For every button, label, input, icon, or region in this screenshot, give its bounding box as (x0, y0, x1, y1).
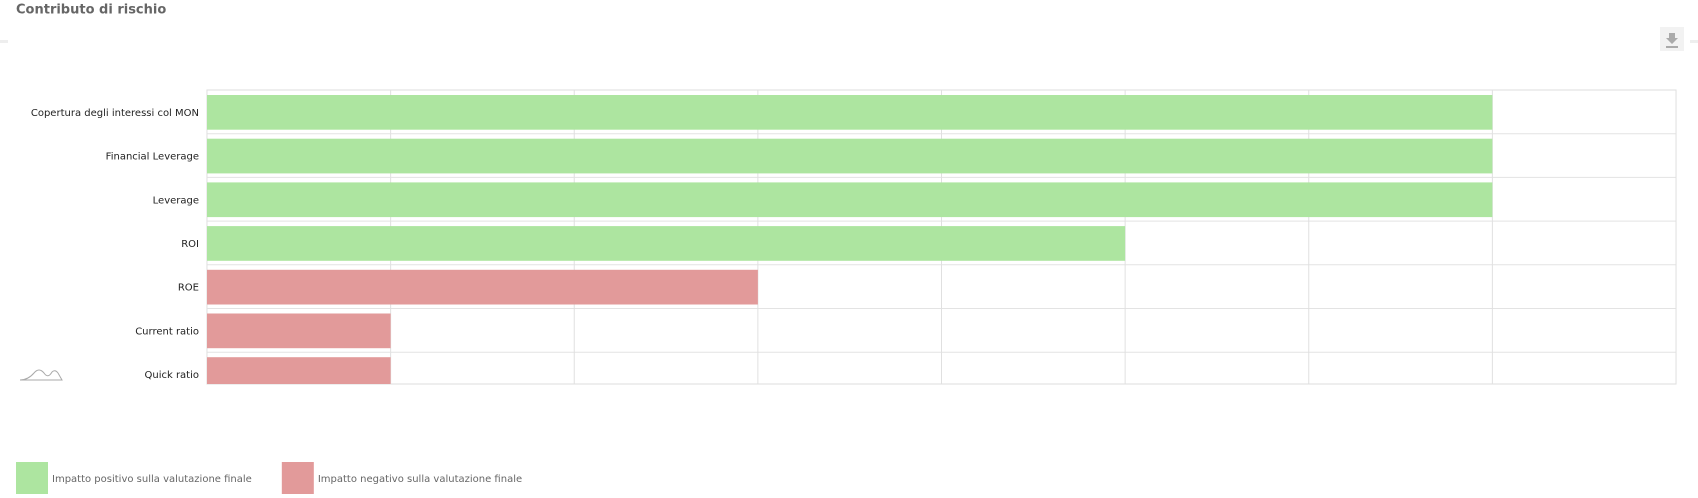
legend-label: Impatto negativo sulla valutazione final… (318, 474, 522, 485)
legend-label: Impatto positivo sulla valutazione final… (52, 474, 252, 485)
plot-area (207, 90, 1676, 384)
y-tick-label: Copertura degli interessi col MON (31, 108, 199, 119)
download-button[interactable] (1660, 27, 1684, 51)
bar (207, 182, 1493, 218)
bar (207, 313, 391, 349)
bar (207, 357, 391, 384)
y-tick-label: Financial Leverage (106, 152, 199, 163)
y-tick-label: Current ratio (135, 326, 199, 337)
bar (207, 138, 1493, 174)
bar (207, 95, 1493, 130)
divider-left (0, 40, 8, 43)
divider-right (1690, 40, 1698, 43)
labels: Copertura degli interessi col MON Financi… (31, 108, 199, 381)
legend-swatch (16, 462, 48, 494)
y-tick-label: ROE (178, 283, 199, 294)
bar (207, 269, 758, 305)
range-icon (19, 369, 63, 381)
y-tick-label: Leverage (153, 195, 199, 206)
y-tick-label: ROI (181, 239, 199, 250)
bar (207, 226, 1126, 261)
download-icon[interactable] (1666, 33, 1678, 48)
legend-swatch (281, 462, 314, 494)
y-tick-label: Quick ratio (144, 370, 199, 381)
chart-title: Contributo di rischio (16, 3, 166, 18)
